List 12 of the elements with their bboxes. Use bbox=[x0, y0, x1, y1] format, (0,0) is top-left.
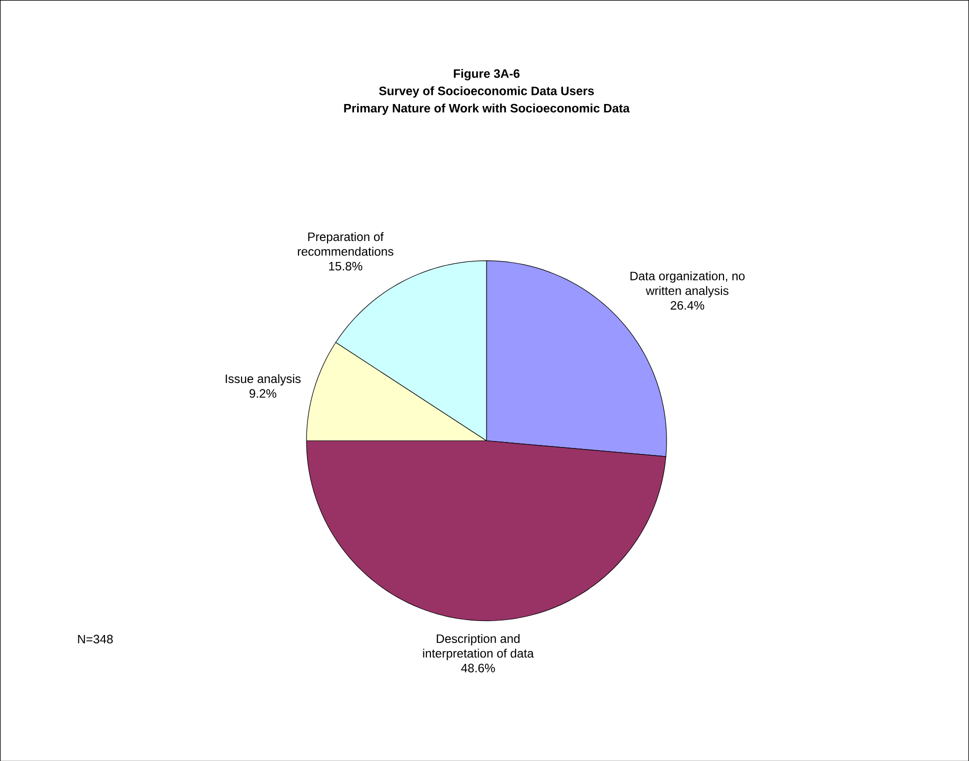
data-label: 26.4% bbox=[670, 300, 704, 310]
chart-subtitle: Primary Nature of Work with Socioeconomic Data bbox=[344, 103, 630, 115]
slice-label: Preparation of recommendations bbox=[298, 232, 394, 256]
caption: Figure 3A-6 bbox=[454, 68, 520, 80]
data-label: 9.2% bbox=[250, 388, 276, 398]
chart-title: Survey of Socioeconomic Data Users bbox=[379, 86, 594, 98]
data-label: 48.6% bbox=[461, 664, 495, 672]
slice-label: Data organization, no written analysis bbox=[630, 271, 745, 298]
text: N=348 bbox=[78, 634, 113, 644]
slice-label: Issue analysis bbox=[226, 374, 301, 386]
slice-label: Description and interpretation of data bbox=[423, 634, 534, 660]
data-label: 15.8% bbox=[329, 262, 362, 270]
